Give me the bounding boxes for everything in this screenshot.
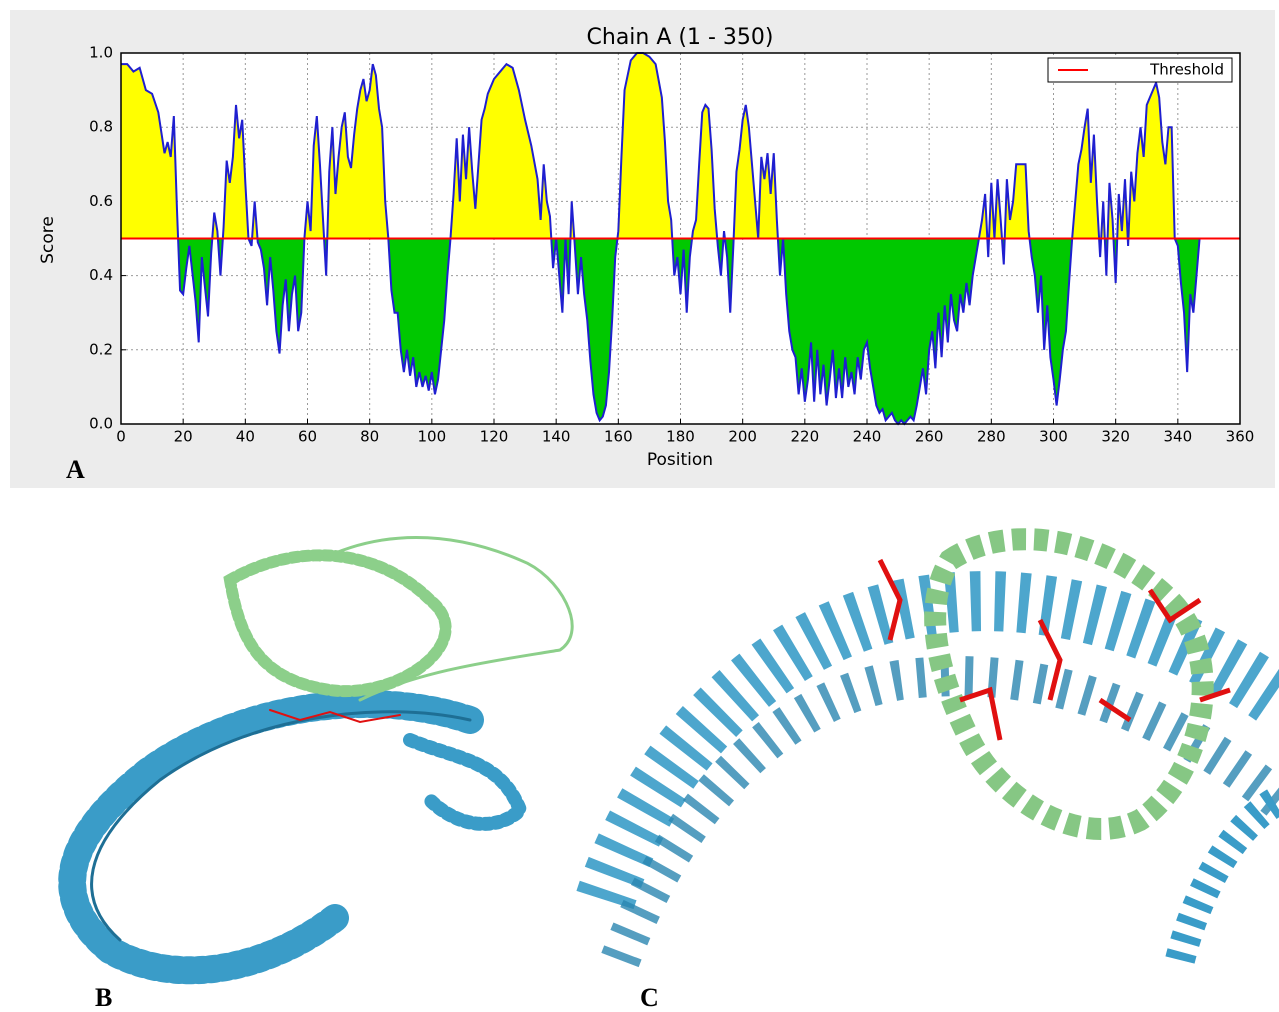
x-tick-label: 240 [853,428,882,446]
panel-c-structure [576,528,1279,968]
plot-frame [120,52,1241,425]
x-tick-label: 120 [480,428,509,446]
x-tick-label: 300 [1039,428,1068,446]
panel-label: B [95,983,112,1012]
x-tick-label: 220 [791,428,820,446]
x-tick-label: 40 [236,428,255,446]
score-line [121,52,1201,426]
x-tick-label: 360 [1226,428,1255,446]
y-tick-label: 0.6 [89,192,113,210]
x-tick-label: 160 [604,428,633,446]
x-tick-label: 280 [977,428,1006,446]
panel-b-structure [58,536,574,985]
y-tick-label: 0.0 [89,415,113,433]
legend-label: Threshold [1149,61,1224,79]
x-tick-label: 320 [1101,428,1130,446]
chart-title: Chain A (1 - 350) [587,25,774,50]
x-tick-label: 340 [1164,428,1193,446]
x-tick-label: 140 [542,428,571,446]
y-tick-label: 0.4 [89,266,113,284]
y-tick-label: 0.8 [89,118,113,136]
x-tick-label: 20 [174,428,193,446]
y-tick-label: 1.0 [89,44,113,62]
legend-box [1047,57,1233,83]
area-below [121,238,1200,424]
x-tick-label: 0 [116,428,126,446]
panel-label: A [66,455,85,484]
x-tick-label: 180 [666,428,695,446]
area-above [121,53,1200,239]
x-tick-label: 260 [915,428,944,446]
x-axis-label: Position [647,450,713,470]
x-tick-label: 60 [298,428,317,446]
x-tick-label: 200 [728,428,757,446]
y-tick-label: 0.2 [89,340,113,358]
y-axis-label: Score [38,216,58,264]
x-tick-label: 80 [360,428,379,446]
panel-label: C [640,983,659,1012]
x-tick-label: 100 [418,428,447,446]
